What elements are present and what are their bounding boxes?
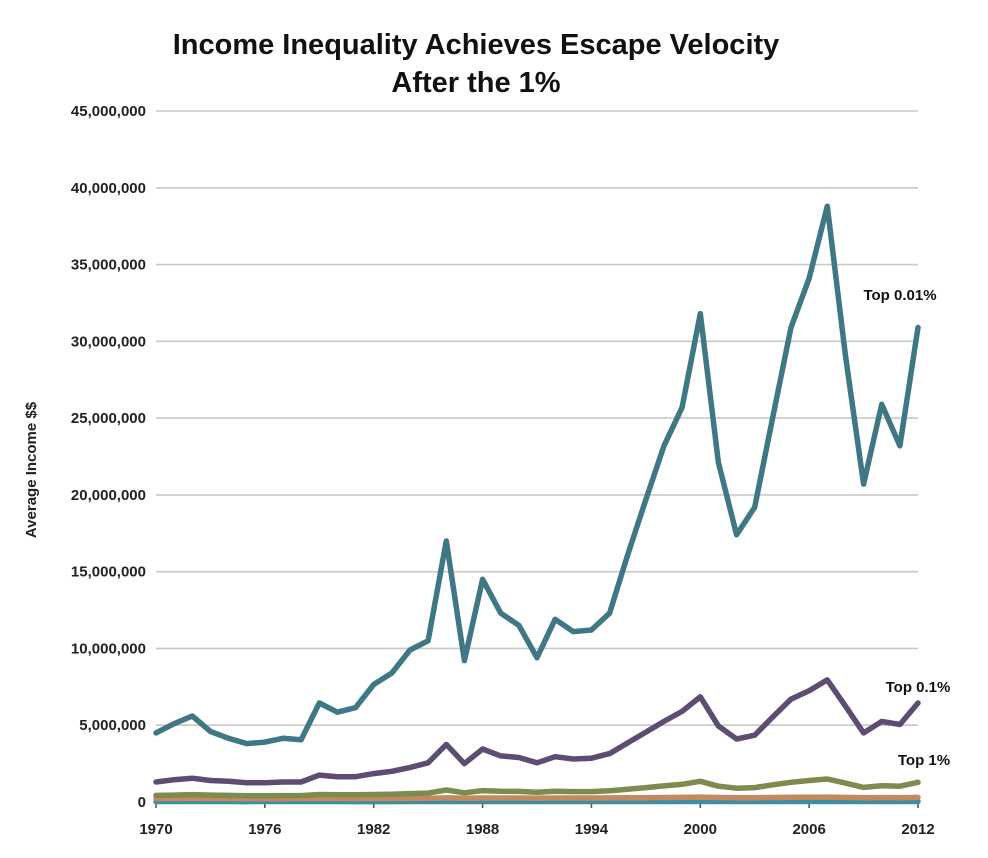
x-tick-label: 1970 [139,821,172,838]
series-label: Top 1% [898,752,950,769]
series-label: Top 0.1% [886,679,951,696]
chart-title-line-2: After the 1% [391,67,560,99]
series-line-top-10 [153,794,921,802]
series-lines [153,203,921,805]
y-axis-label: Average Income $$ [23,401,40,538]
y-tick-label: 20,000,000 [71,487,146,504]
x-tick-label: 1982 [357,821,390,838]
y-tick-label: 25,000,000 [71,410,146,427]
series-labels: Top 0.01% Top 0.1% Top 1% [863,287,950,769]
x-axis-ticks: 1970 1976 1982 1988 1994 2000 2006 2012 [139,802,935,838]
y-tick-label: 30,000,000 [71,333,146,350]
x-tick-label: 2006 [792,821,825,838]
series-label: Top 0.01% [863,287,936,304]
x-tick-label: 2000 [684,821,717,838]
y-tick-label: 10,000,000 [71,640,146,657]
chart-title-line-1: Income Inequality Achieves Escape Veloci… [173,29,780,61]
y-tick-label: 40,000,000 [71,180,146,197]
y-tick-label: 0 [138,794,146,811]
series-line-top-1 [153,776,921,799]
x-tick-label: 1976 [248,821,281,838]
x-tick-label: 2012 [901,821,934,838]
y-tick-label: 5,000,000 [79,717,146,734]
y-tick-label: 15,000,000 [71,564,146,581]
series-line-top-0-01 [153,203,921,747]
x-tick-label: 1994 [575,821,609,838]
series-line-top-0-1 [153,677,921,786]
gridlines [156,110,918,803]
y-tick-label: 45,000,000 [71,103,146,120]
y-axis-ticks: 0 5,000,000 10,000,000 15,000,000 20,000,000… [71,103,146,811]
x-tick-label: 1988 [466,821,499,838]
y-tick-label: 35,000,000 [71,257,146,274]
